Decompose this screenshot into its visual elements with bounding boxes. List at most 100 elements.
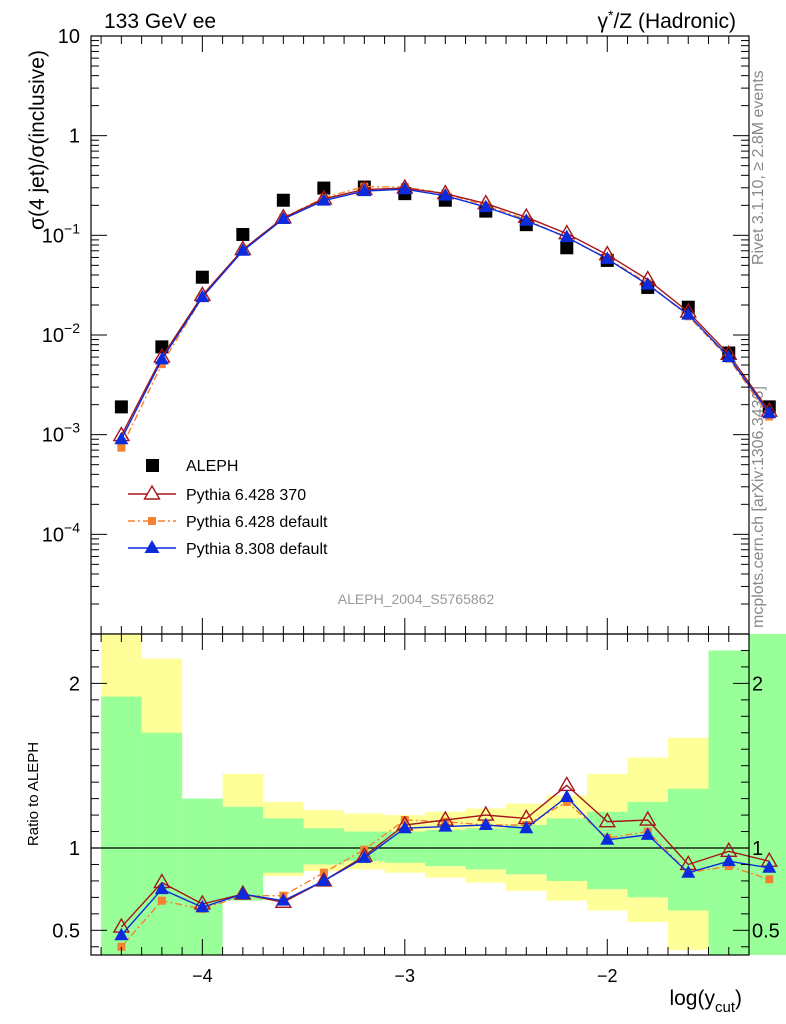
main-point-data — [155, 340, 169, 354]
ratio-point-p6_370 — [598, 812, 616, 828]
main-point-data — [114, 400, 128, 414]
main-point-data — [195, 270, 209, 284]
ratio-uncertainty-bands — [101, 634, 786, 955]
main-y-axis-label: σ(4 jet)/σ(inclusive) — [26, 50, 49, 230]
legend-marker-p6-default — [148, 517, 156, 525]
ratio-point-p8_default — [640, 827, 655, 840]
ratio-point-p6_370 — [639, 810, 657, 826]
main-point-p8_default — [397, 181, 412, 195]
legend-label-p6-default: Pythia 6.428 default — [186, 514, 328, 531]
main-point-data — [276, 193, 290, 207]
ratio-band-inner — [708, 650, 749, 955]
main-point-p8_default — [195, 289, 210, 303]
ratio-point-p6_default — [765, 875, 774, 884]
main-y-tick-label: 10−1 — [42, 220, 80, 247]
main-point-p8_default — [721, 349, 736, 363]
analysis-id-label: ALEPH_2004_S5765862 — [338, 591, 495, 607]
ratio-y-tick-label-right: 0.5 — [752, 920, 780, 942]
ratio-y-tick-labels: 2 2 1 1 0.5 0.5 — [52, 673, 780, 942]
ratio-point-p8_default — [235, 886, 250, 900]
legend-marker-aleph — [146, 459, 159, 472]
main-line-p6_default — [120, 185, 770, 449]
rivet-version-label: Rivet 3.1.10, ≥ 2.8M events — [750, 70, 767, 265]
ratio-band-inner — [303, 828, 345, 865]
ratio-y-axis-label: Ratio to ALEPH — [25, 742, 42, 846]
main-point-p8_default — [681, 307, 696, 320]
main-point-data — [236, 227, 250, 241]
main-axis-ticks — [91, 35, 750, 635]
main-point-p8_default — [114, 431, 129, 445]
main-point-p6_default — [117, 443, 126, 452]
ratio-y-tick-label-right: 2 — [752, 673, 763, 695]
ratio-point-p6_370 — [558, 776, 576, 792]
ratio-point-p8_default — [762, 860, 777, 873]
ratio-point-p8_default — [478, 817, 493, 830]
ratio-point-p8_default — [397, 820, 412, 834]
main-y-tick-label: 10−3 — [42, 420, 80, 447]
x-tick-label: −4 — [192, 966, 213, 986]
ratio-band-inner — [546, 818, 588, 881]
main-point-p8_default — [316, 193, 331, 206]
x-axis-label: log(ycut) — [669, 987, 742, 1016]
x-tick-labels: −4 −3 −2 — [192, 966, 617, 986]
ratio-band-inner — [749, 634, 786, 955]
ratio-point-p8_default — [357, 850, 372, 863]
main-y-tick-label: 10−2 — [42, 320, 80, 347]
main-y-tick-label: 1 — [69, 126, 80, 148]
main-point-p8_default — [154, 351, 169, 365]
legend-label-p6-370: Pythia 6.428 370 — [186, 487, 306, 504]
x-tick-label: −3 — [395, 966, 416, 986]
main-y-tick-label: 10−4 — [42, 519, 80, 546]
main-point-data — [560, 241, 574, 255]
main-point-p8_default — [519, 213, 534, 226]
main-point-p8_default — [640, 277, 655, 290]
ratio-y-tick-label-left: 0.5 — [52, 920, 80, 942]
ratio-series-layer — [112, 776, 778, 951]
ratio-band-inner — [182, 798, 223, 955]
ratio-y-tick-label-right: 1 — [752, 838, 763, 860]
main-y-tick-label: 10 — [58, 26, 80, 48]
ratio-band-inner — [465, 828, 507, 870]
chart-title-left: 133 GeV ee — [104, 10, 216, 33]
main-point-p8_default — [559, 229, 574, 243]
main-line-p8_default — [120, 188, 770, 440]
ratio-point-p8_default — [681, 865, 696, 878]
ratio-point-p6_default — [360, 845, 369, 854]
chart-title-right: γ*/Z (Hadronic) — [598, 7, 736, 33]
ratio-line-p6_default — [120, 801, 770, 948]
main-series-layer — [112, 178, 778, 452]
ratio-band-inner — [263, 818, 304, 873]
ratio-point-p8_default — [438, 819, 453, 832]
mcplots-label: mcplots.cern.ch [arXiv:1306.3436] — [750, 386, 767, 628]
legend-marker-p6-370 — [143, 484, 161, 500]
main-point-p8_default — [357, 183, 372, 197]
ratio-y-tick-label-left: 1 — [69, 838, 80, 860]
main-point-p8_default — [762, 405, 777, 419]
ratio-point-p8_default — [519, 820, 534, 834]
ratio-point-p6_default — [400, 816, 409, 825]
legend-marker-p8-default — [144, 540, 160, 553]
ratio-panel: 2 2 1 1 0.5 0.5 −4 −3 −2 Ratio to ALEPH log(ycu… — [25, 633, 786, 1016]
ratio-band-inner — [384, 831, 426, 863]
ratio-band-inner — [627, 801, 669, 898]
legend: ALEPH Pythia 6.428 370 Pythia 6.428 defa… — [128, 458, 328, 558]
main-point-p8_default — [478, 199, 493, 213]
legend-label-p8-default: Pythia 8.308 default — [186, 541, 328, 558]
ratio-band-inner — [141, 732, 183, 955]
ratio-point-p8_default — [114, 927, 129, 941]
main-point-p8_default — [235, 243, 250, 256]
ratio-point-p8_default — [559, 789, 574, 802]
ratio-point-p8_default — [195, 899, 210, 913]
ratio-point-p8_default — [721, 853, 736, 867]
main-point-data — [317, 181, 331, 195]
ratio-band-inner — [101, 696, 142, 955]
legend-label-aleph: ALEPH — [186, 458, 238, 475]
ratio-frame — [90, 633, 750, 956]
ratio-point-p6_default — [117, 942, 126, 951]
main-y-tick-labels: 10 1 10−1 10−2 10−3 10−4 — [42, 26, 80, 546]
x-tick-label: −2 — [597, 966, 618, 986]
ratio-point-p6_default — [157, 896, 166, 905]
ratio-point-p8_default — [276, 893, 291, 906]
ratio-axis-ticks — [91, 634, 750, 955]
